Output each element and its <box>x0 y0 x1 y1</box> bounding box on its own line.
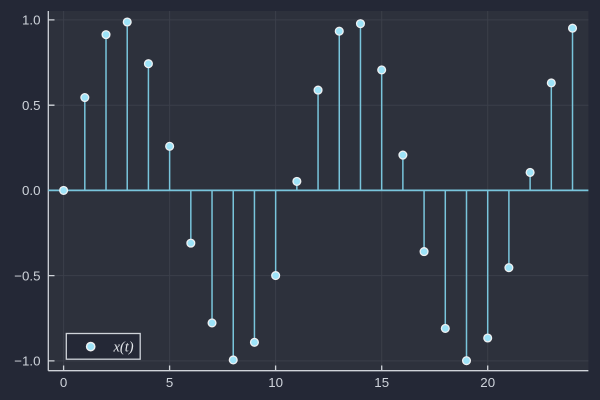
svg-text:−1.0: −1.0 <box>14 354 40 369</box>
svg-text:−0.5: −0.5 <box>14 268 40 283</box>
svg-text:15: 15 <box>374 375 389 390</box>
svg-text:1.0: 1.0 <box>22 13 41 28</box>
svg-text:x(t): x(t) <box>113 339 134 355</box>
svg-text:0: 0 <box>60 375 67 390</box>
svg-text:10: 10 <box>268 375 283 390</box>
svg-text:0.5: 0.5 <box>22 98 41 113</box>
svg-text:20: 20 <box>480 375 495 390</box>
svg-text:0.0: 0.0 <box>22 183 41 198</box>
svg-text:5: 5 <box>166 375 173 390</box>
